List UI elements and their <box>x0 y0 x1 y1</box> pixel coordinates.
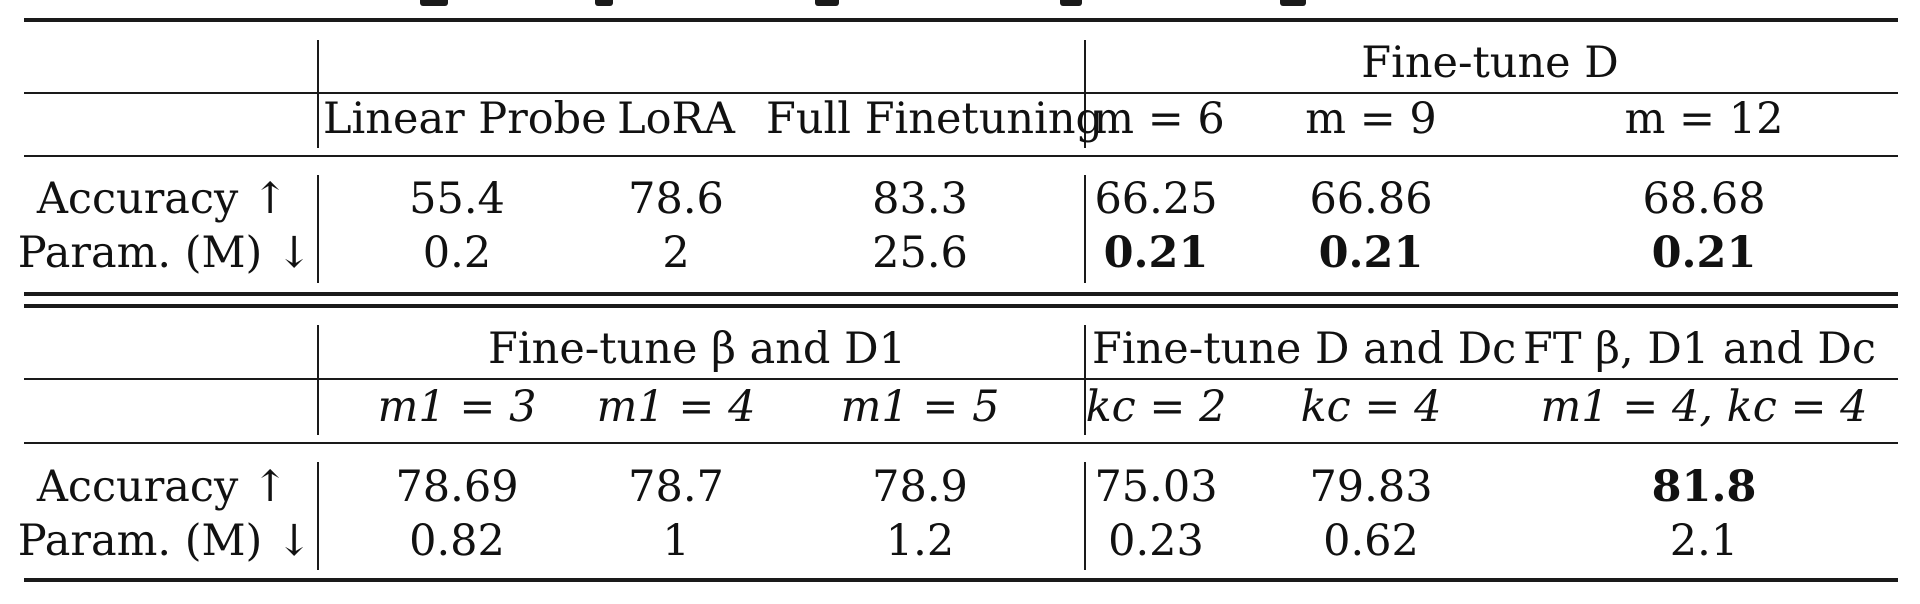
group-header-fine-tune-beta-d1: Fine-tune β and D1 <box>488 328 906 371</box>
group-divider-top <box>1084 40 1086 148</box>
cell-value: 55.4 <box>409 174 505 224</box>
cell-value: 66.25 <box>1094 174 1218 224</box>
col-header-m6: m = 6 <box>1093 94 1225 144</box>
cell-value: 78.9 <box>872 462 968 512</box>
col-header-kc-4: kc = 4 <box>1300 382 1442 432</box>
group-header-ft-beta-d1-dc: FT β, D1 and Dc <box>1523 324 1876 374</box>
col-header-m1-3: m1 = 3 <box>377 382 537 432</box>
bottom-rule <box>24 578 1898 582</box>
row-label-params: Param. (M) ↓ <box>17 516 312 566</box>
group-header-rule-2 <box>24 378 1898 380</box>
clipped-caption-remnant <box>420 0 1460 6</box>
cell-value: 83.3 <box>872 174 968 224</box>
col-header-lora: LoRA <box>617 94 735 144</box>
col-header-m1-4-kc-4: m1 = 4, kc = 4 <box>1540 382 1868 432</box>
group-header-fine-tune-d-dc: Fine-tune D and Dc <box>1092 324 1517 374</box>
cell-value: 66.86 <box>1309 174 1433 224</box>
cell-value: 0.23 <box>1108 516 1204 566</box>
cell-value: 75.03 <box>1094 462 1218 512</box>
top-rule <box>24 18 1898 22</box>
col-header-m1-4: m1 = 4 <box>596 382 756 432</box>
col-header-kc-2: kc = 2 <box>1085 382 1227 432</box>
label-divider-top-data <box>317 175 319 283</box>
column-header-rule-2 <box>24 442 1898 444</box>
label-divider-top <box>317 40 319 148</box>
group-divider-bottom <box>1084 325 1086 435</box>
group-header-rule <box>24 92 1898 94</box>
col-header-linear-probe: Linear Probe <box>323 94 607 144</box>
cell-value: 79.83 <box>1309 462 1433 512</box>
col-header-m1-5: m1 = 5 <box>840 382 1000 432</box>
col-header-m12: m = 12 <box>1624 94 1784 144</box>
group-divider-top-data <box>1084 175 1086 283</box>
cell-value: 0.62 <box>1323 516 1419 566</box>
cell-value: 2.1 <box>1669 516 1739 566</box>
cell-value: 0.82 <box>409 516 505 566</box>
col-header-full-finetuning: Full Finetuning <box>766 94 1104 144</box>
cell-value-bold: 0.21 <box>1103 228 1209 278</box>
row-label-params: Param. (M) ↓ <box>17 228 312 278</box>
cell-value-bold: 0.21 <box>1318 228 1424 278</box>
section-double-rule-a <box>24 292 1898 296</box>
row-label-accuracy: Accuracy ↑ <box>36 462 288 512</box>
column-header-rule <box>24 155 1898 157</box>
cell-value: 2 <box>662 228 690 278</box>
cell-value: 25.6 <box>872 228 968 278</box>
cell-value: 0.2 <box>422 228 492 278</box>
cell-value-bold: 81.8 <box>1651 462 1757 512</box>
cell-value: 78.7 <box>628 462 724 512</box>
label-divider-bottom <box>317 325 319 435</box>
group-divider-bottom-data <box>1084 462 1086 570</box>
cell-value: 78.69 <box>395 462 519 512</box>
group-header-text: Fine-tune β and D1 <box>488 324 906 374</box>
label-divider-bottom-data <box>317 462 319 570</box>
col-header-m9: m = 9 <box>1305 94 1437 144</box>
cell-value: 1.2 <box>885 516 955 566</box>
group-header-fine-tune-d: Fine-tune D <box>1361 38 1619 88</box>
row-label-accuracy: Accuracy ↑ <box>36 174 288 224</box>
cell-value: 1 <box>662 516 690 566</box>
section-double-rule-b <box>24 304 1898 308</box>
cell-value: 78.6 <box>628 174 724 224</box>
cell-value: 68.68 <box>1642 174 1766 224</box>
cell-value-bold: 0.21 <box>1651 228 1757 278</box>
